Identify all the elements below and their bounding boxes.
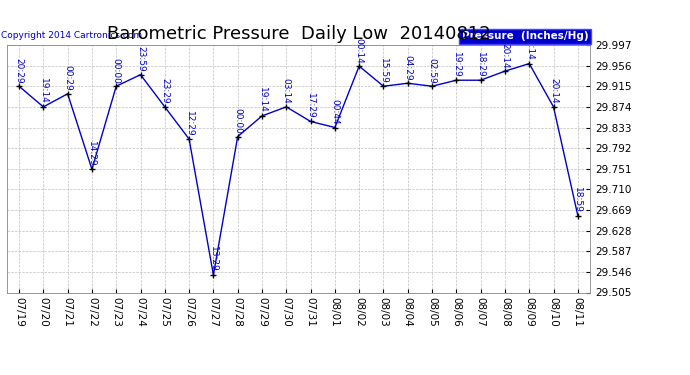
Text: 20:14: 20:14 — [500, 43, 509, 68]
Text: Pressure  (Inches/Hg): Pressure (Inches/Hg) — [462, 31, 589, 41]
Text: 14:29: 14:29 — [88, 141, 97, 166]
Text: 04:29: 04:29 — [403, 55, 412, 81]
Text: 17:29: 17:29 — [306, 93, 315, 118]
Title: Barometric Pressure  Daily Low  20140812: Barometric Pressure Daily Low 20140812 — [107, 26, 490, 44]
Text: 18:59: 18:59 — [573, 187, 582, 213]
Text: 12:29: 12:29 — [185, 111, 194, 136]
Text: 20:29: 20:29 — [14, 58, 23, 84]
Text: 00:14: 00:14 — [355, 38, 364, 63]
Text: 19:14: 19:14 — [39, 78, 48, 104]
Text: 18:14: 18:14 — [524, 35, 534, 61]
Text: 19:29: 19:29 — [452, 52, 461, 77]
Text: 19:14: 19:14 — [257, 87, 266, 113]
Text: 23:29: 23:29 — [160, 78, 169, 104]
Text: 20:14: 20:14 — [549, 78, 558, 104]
Text: 00:29: 00:29 — [63, 65, 72, 91]
Text: 23:59: 23:59 — [136, 46, 145, 72]
Text: Copyright 2014 Cartronics.com: Copyright 2014 Cartronics.com — [1, 31, 142, 40]
Text: 00:00: 00:00 — [112, 58, 121, 84]
Text: 18:29: 18:29 — [476, 52, 485, 77]
Text: 00:44: 00:44 — [331, 99, 339, 125]
Text: 15:59: 15:59 — [379, 58, 388, 84]
Text: 02:59: 02:59 — [428, 58, 437, 84]
Text: 03:14: 03:14 — [282, 78, 290, 104]
Text: 00:00: 00:00 — [233, 108, 242, 134]
Text: 13:29: 13:29 — [209, 246, 218, 272]
